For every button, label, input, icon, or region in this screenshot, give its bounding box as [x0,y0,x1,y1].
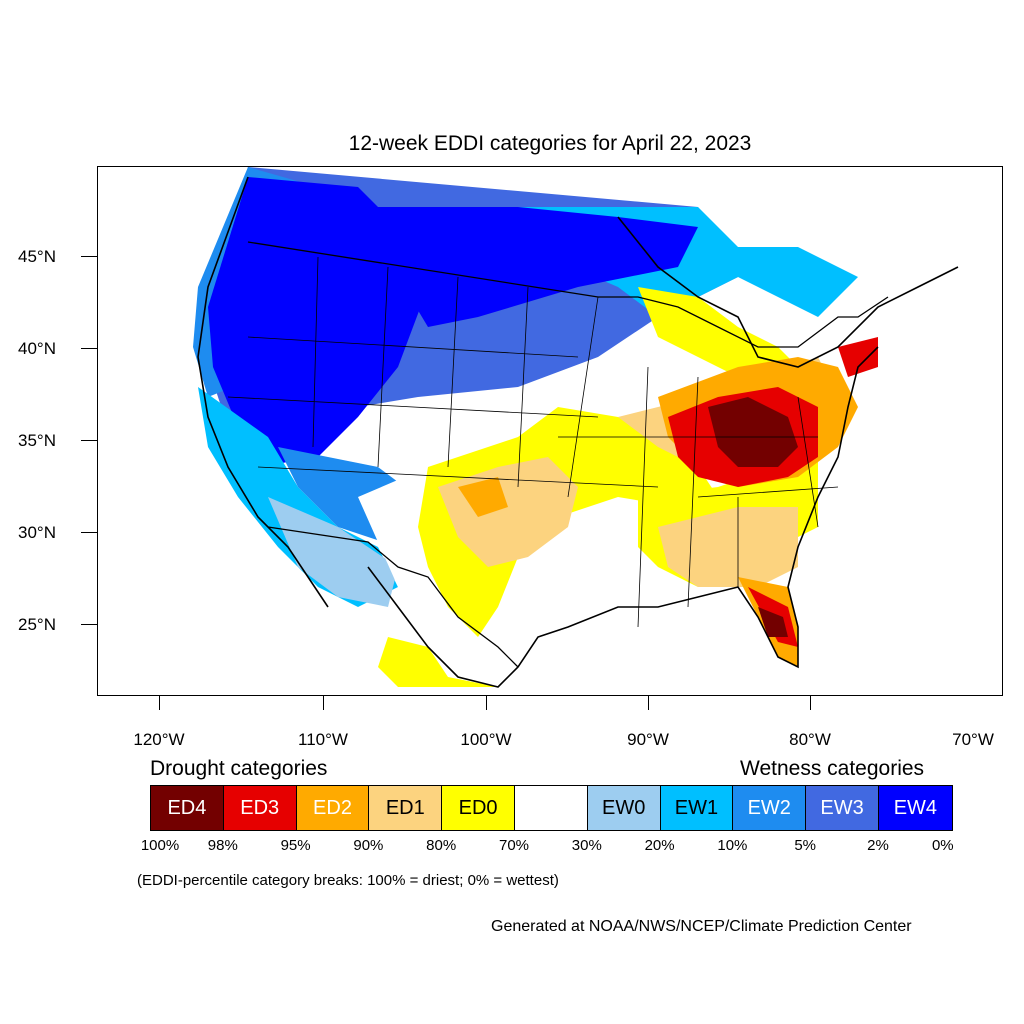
legend-break-label: 5% [794,837,817,854]
legend-break-label: 80% [426,837,457,854]
lat-tick-30 [81,532,97,533]
region-ed0-south-plains [418,407,718,637]
legend-box-ew4: EW4 [878,786,952,830]
lon-tick-110 [323,696,324,710]
category-note: (EDDI-percentile category breaks: 100% =… [137,872,559,889]
lat-label-45: 45°N [18,247,56,266]
lon-tick-120 [159,696,160,710]
lon-label-110: 110°W [298,730,348,749]
map-title: 12-week EDDI categories for April 22, 20… [348,132,752,155]
legend-break-label: 90% [353,837,384,854]
legend-colorbar: ED4 ED3 ED2 ED1 ED0 EW0 EW1 EW2 EW3 EW4 [150,785,953,831]
legend-break-label: 10% [717,837,748,854]
lat-tick-25 [81,624,97,625]
lon-label-90: 90°W [627,730,669,749]
legend-box-ed0: ED0 [442,786,515,830]
legend-box-ed4: ED4 [151,786,224,830]
edddi-map [193,167,959,688]
lat-label-40: 40°N [18,339,56,358]
us-mexico-border [267,526,519,668]
legend-break-label: 0% [931,837,954,854]
credit-line: Generated at NOAA/NWS/NCEP/Climate Predi… [491,918,912,935]
region-ew4-northwest [208,177,428,467]
region-ed4-florida [758,607,788,637]
state-borders [227,256,839,628]
wetness-heading: Wetness categories [740,757,925,780]
lon-label-70: 70°W [952,730,994,749]
region-ed1-southeast [658,507,798,587]
legend-break-label: 30% [571,837,602,854]
legend-break-label: 100% [140,837,180,854]
lat-label-30: 30°N [18,523,56,542]
legend-break-label: 70% [498,837,530,854]
map-panel [97,166,1003,696]
region-ew0-southwest [268,497,398,607]
legend-box-ew0: EW0 [587,786,661,830]
lat-label-25: 25°N [18,615,56,634]
legend-box-ed3: ED3 [223,786,297,830]
lat-tick-35 [81,440,97,441]
lon-label-80: 80°W [789,730,831,749]
lat-tick-45 [81,256,97,257]
legend-break-label: 98% [207,837,238,854]
lat-tick-40 [81,348,97,349]
region-ed0-greatlakes [638,287,798,377]
legend-break-label: 20% [644,837,675,854]
lon-label-100: 100°W [460,730,512,749]
us-canada-border [247,241,889,348]
lon-tick-80 [810,696,811,710]
region-ed3-northeast [838,337,878,377]
legend-break-label: 2% [867,837,889,854]
lon-tick-90 [648,696,649,710]
legend-break-label: 95% [280,837,311,854]
legend-box-ew3: EW3 [806,786,879,830]
region-ew4-north [368,207,698,327]
legend-box-ed2: ED2 [296,786,370,830]
region-ed2-oklahoma [458,477,508,517]
legend-box-ed1: ED1 [369,786,443,830]
legend-box-ew2: EW2 [733,786,807,830]
drought-heading: Drought categories [150,757,328,780]
legend-box-ew1: EW1 [660,786,734,830]
lon-tick-100 [486,696,487,710]
lon-label-120: 120°W [133,730,185,749]
lat-label-35: 35°N [18,431,56,450]
region-ed4-kentucky [708,397,798,467]
legend-box-neutral [514,786,588,830]
region-ed0-mexico [378,637,498,687]
